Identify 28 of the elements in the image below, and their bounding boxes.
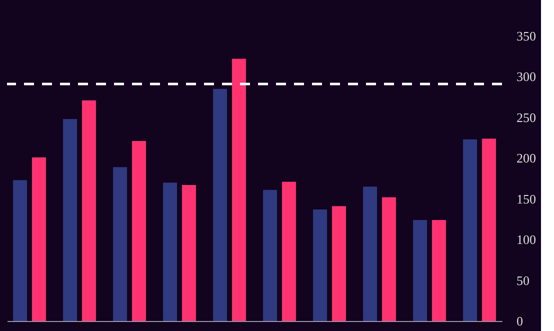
bar [32, 157, 46, 321]
y-tick-label: 250 [516, 110, 536, 125]
y-tick-label: 350 [516, 28, 536, 44]
y-tick-label: 150 [516, 191, 536, 206]
bar [163, 182, 178, 321]
bar [213, 88, 228, 321]
y-tick-label: 200 [516, 150, 536, 166]
bar [232, 58, 246, 321]
bar [313, 209, 328, 321]
bar [363, 186, 378, 321]
y-tick-label: 300 [516, 69, 536, 84]
bar [82, 100, 96, 321]
bar [13, 180, 28, 321]
bar [382, 197, 396, 321]
bar [482, 138, 496, 321]
bar [413, 220, 428, 321]
bar [432, 220, 446, 321]
bar [63, 119, 78, 321]
bar [332, 206, 346, 321]
y-tick-label: 100 [516, 232, 536, 248]
y-tick-label: 50 [516, 272, 530, 288]
bar [182, 185, 196, 321]
bar [282, 182, 296, 321]
bar [132, 141, 146, 321]
bar [113, 167, 128, 321]
bar [263, 190, 278, 321]
y-tick-label: 0 [516, 314, 523, 328]
bar [463, 139, 478, 321]
